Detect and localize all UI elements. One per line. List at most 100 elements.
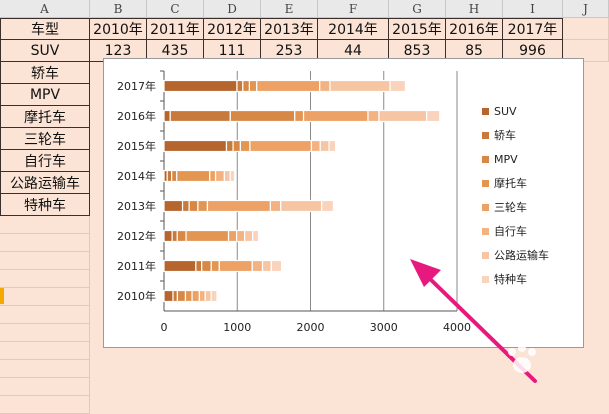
y-tick-label: 2014年 — [117, 169, 156, 183]
column-header-d[interactable]: D — [204, 0, 261, 18]
bar-segment — [166, 169, 173, 183]
bar-segment — [378, 109, 428, 123]
y-tick-label: 2017年 — [117, 79, 156, 93]
bar-segment — [235, 229, 246, 243]
bar-segment — [426, 109, 441, 123]
cell-a7[interactable]: 自行车 — [0, 150, 90, 172]
legend-label: 三轮车 — [494, 200, 527, 214]
column-header-c[interactable]: C — [147, 0, 204, 18]
bar-segment — [204, 289, 212, 303]
bar-segment — [232, 139, 241, 153]
bar-segment — [218, 259, 253, 273]
bar-segment — [229, 169, 236, 183]
bar-segment — [163, 199, 184, 213]
empty-cell[interactable] — [0, 306, 90, 324]
legend-swatch — [482, 108, 489, 115]
x-tick-label: 0 — [161, 321, 168, 334]
bar-segment — [176, 289, 187, 303]
bar-segment — [185, 229, 230, 243]
cell-a5[interactable]: 摩托车 — [0, 106, 90, 128]
y-tick-label: 2013年 — [117, 199, 156, 213]
cell-a3[interactable]: 轿车 — [0, 62, 90, 84]
empty-cell[interactable] — [0, 378, 90, 396]
y-tick-label: 2010年 — [117, 289, 156, 303]
empty-cell[interactable] — [0, 270, 90, 288]
column-header-i[interactable]: I — [503, 0, 563, 18]
bar-segment — [163, 109, 171, 123]
cell-c1[interactable]: 2011年 — [147, 18, 204, 40]
column-header-h[interactable]: H — [446, 0, 503, 18]
bar-segment — [280, 199, 323, 213]
bar-segment — [171, 229, 178, 243]
x-tick-label: 4000 — [443, 321, 471, 334]
bar-segment — [210, 259, 220, 273]
row-selection-marker — [0, 288, 4, 304]
bar-segment — [163, 229, 173, 243]
bar-segment — [270, 259, 283, 273]
cell-j1[interactable] — [563, 18, 609, 40]
column-header-j[interactable]: J — [563, 0, 609, 18]
bar-segment — [225, 139, 234, 153]
cell-g1[interactable]: 2015年 — [389, 18, 446, 40]
empty-cell[interactable] — [0, 252, 90, 270]
empty-cell[interactable] — [0, 234, 90, 252]
bar-segment — [236, 79, 244, 93]
cell-d1[interactable]: 2012年 — [204, 18, 261, 40]
empty-cell[interactable] — [0, 324, 90, 342]
bar-segment — [169, 109, 231, 123]
bar-segment — [319, 139, 330, 153]
cell-a1[interactable]: 车型 — [0, 18, 90, 40]
legend-label: 自行车 — [494, 224, 527, 238]
legend-label: 公路运输车 — [494, 248, 549, 262]
bar-segment — [184, 289, 193, 303]
cell-e1[interactable]: 2013年 — [261, 18, 318, 40]
bar-segment — [172, 289, 179, 303]
cell-a8[interactable]: 公路运输车 — [0, 172, 90, 194]
bar-segment — [210, 289, 218, 303]
legend-swatch — [482, 156, 489, 163]
bar-segment — [191, 289, 200, 303]
bar-segment — [310, 139, 321, 153]
empty-cell[interactable] — [0, 342, 90, 360]
bar-segment — [239, 139, 251, 153]
bar-segment — [201, 259, 212, 273]
bar-segment — [188, 199, 199, 213]
cell-b1[interactable]: 2010年 — [90, 18, 147, 40]
y-tick-label: 2011年 — [117, 259, 156, 273]
bar-segment — [389, 79, 407, 93]
bar-segment — [244, 229, 254, 243]
empty-cell[interactable] — [0, 288, 90, 306]
cell-f1[interactable]: 2014年 — [318, 18, 389, 40]
bar-segment — [198, 289, 206, 303]
bar-segment — [209, 169, 217, 183]
bar-segment — [367, 109, 380, 123]
bar-segment — [229, 109, 296, 123]
empty-cell[interactable] — [0, 216, 90, 234]
cell-i1[interactable]: 2017年 — [503, 18, 563, 40]
bar-segment — [248, 79, 258, 93]
column-header-b[interactable]: B — [90, 0, 147, 18]
bar-segment — [223, 169, 231, 183]
column-header-e[interactable]: E — [261, 0, 318, 18]
y-tick-label: 2016年 — [117, 109, 156, 123]
bar-segment — [252, 229, 260, 243]
bar-segment — [302, 109, 369, 123]
bar-segment — [227, 229, 238, 243]
cell-h1[interactable]: 2016年 — [446, 18, 503, 40]
empty-cell[interactable] — [0, 360, 90, 378]
paw-watermark-icon — [508, 344, 536, 373]
empty-cell[interactable] — [0, 396, 90, 414]
bar-segment — [328, 139, 337, 153]
cell-a6[interactable]: 三轮车 — [0, 128, 90, 150]
column-header-f[interactable]: F — [318, 0, 389, 18]
column-header-g[interactable]: G — [389, 0, 446, 18]
bar-segment — [242, 79, 251, 93]
stacked-bar-chart[interactable]: 0 1000 2000 3000 4000 2010年 2011年 2012年 2013年 201… — [103, 58, 584, 348]
bar-segment — [294, 109, 305, 123]
bar-segment — [329, 79, 391, 93]
cell-a2[interactable]: SUV — [0, 40, 90, 62]
column-header-a[interactable]: A — [0, 0, 90, 18]
chart-canvas: 0 1000 2000 3000 4000 2010年 2011年 2012年 2013年 201… — [117, 70, 549, 334]
cell-a9[interactable]: 特种车 — [0, 194, 90, 216]
cell-a4[interactable]: MPV — [0, 84, 90, 106]
